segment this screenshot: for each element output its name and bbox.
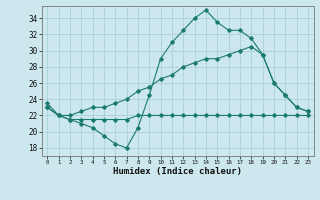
X-axis label: Humidex (Indice chaleur): Humidex (Indice chaleur) — [113, 167, 242, 176]
